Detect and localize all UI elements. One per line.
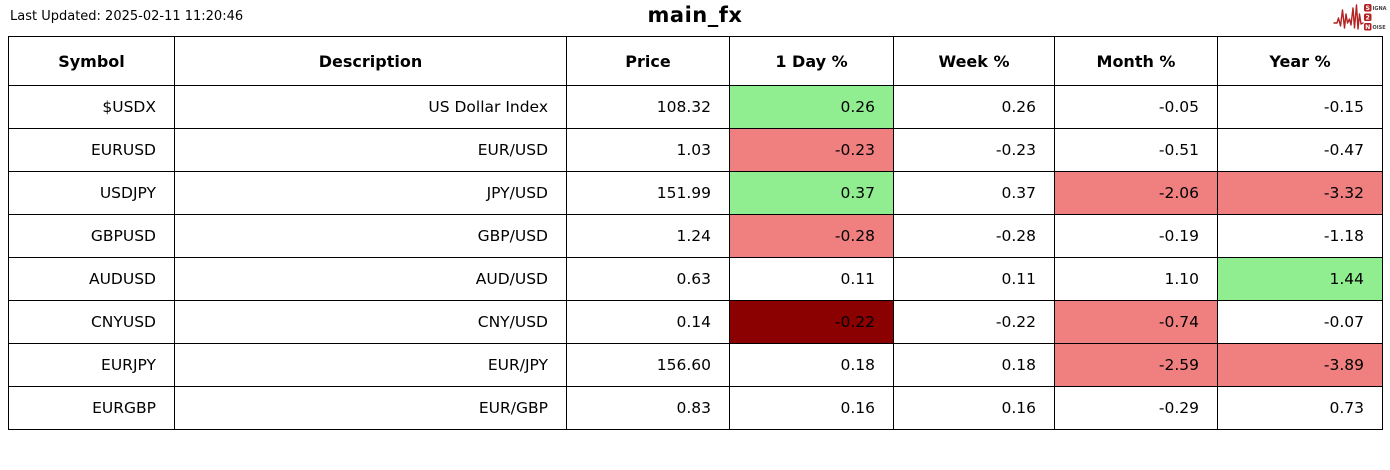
page-title: main_fx (647, 3, 743, 27)
week-pct-cell: -0.28 (893, 214, 1055, 258)
1-day-pct-cell: 0.16 (729, 386, 894, 430)
description-cell: EUR/GBP (174, 386, 567, 430)
symbol-cell: AUDUSD (8, 257, 175, 301)
1-day-pct-cell: -0.28 (729, 214, 894, 258)
1-day-pct-cell: -0.23 (729, 128, 894, 172)
table-row: CNYUSD CNY/USD 0.14 -0.22 -0.22 -0.74 -0.07 (8, 300, 1383, 344)
symbol-cell: $USDX (8, 85, 175, 129)
svg-text:OISE: OISE (1373, 25, 1387, 31)
price-cell: 1.24 (566, 214, 730, 258)
month-pct-cell: -0.74 (1054, 300, 1218, 344)
month-pct-cell: -2.59 (1054, 343, 1218, 387)
1-day-pct-cell: 0.37 (729, 171, 894, 215)
year-pct-cell: -3.32 (1217, 171, 1383, 215)
month-pct-cell: -0.19 (1054, 214, 1218, 258)
header-bar: Last Updated: 2025-02-11 11:20:46 main_f… (0, 0, 1390, 36)
symbol-cell: CNYUSD (8, 300, 175, 344)
svg-text:2: 2 (1366, 15, 1370, 22)
price-cell: 0.63 (566, 257, 730, 301)
week-pct-cell: 0.26 (893, 85, 1055, 129)
year-pct-cell: 0.73 (1217, 386, 1383, 430)
symbol-cell: GBPUSD (8, 214, 175, 258)
description-cell: JPY/USD (174, 171, 567, 215)
table-row: EURUSD EUR/USD 1.03 -0.23 -0.23 -0.51 -0.47 (8, 128, 1383, 172)
1-day-pct-cell: 0.26 (729, 85, 894, 129)
table-row: GBPUSD GBP/USD 1.24 -0.28 -0.28 -0.19 -1.18 (8, 214, 1383, 258)
price-cell: 156.60 (566, 343, 730, 387)
column-header-price: Price (566, 36, 730, 86)
table-row: EURGBP EUR/GBP 0.83 0.16 0.16 -0.29 0.73 (8, 386, 1383, 430)
1-day-pct-cell: -0.22 (729, 300, 894, 344)
column-header-week-pct: Week % (893, 36, 1055, 86)
price-cell: 108.32 (566, 85, 730, 129)
last-updated-label: Last Updated: 2025-02-11 11:20:46 (10, 9, 244, 24)
table-header-row: Symbol Description Price 1 Day % Week % Month… (8, 36, 1383, 86)
description-cell: US Dollar Index (174, 85, 567, 129)
month-pct-cell: -0.29 (1054, 386, 1218, 430)
year-pct-cell: -1.18 (1217, 214, 1383, 258)
description-cell: EUR/JPY (174, 343, 567, 387)
month-pct-cell: -2.06 (1054, 171, 1218, 215)
year-pct-cell: -0.07 (1217, 300, 1383, 344)
symbol-cell: EURUSD (8, 128, 175, 172)
svg-text:S: S (1365, 5, 1369, 12)
year-pct-cell: -3.89 (1217, 343, 1383, 387)
column-header-year-pct: Year % (1217, 36, 1383, 86)
column-header-symbol: Symbol (8, 36, 175, 86)
week-pct-cell: 0.37 (893, 171, 1055, 215)
table-row: AUDUSD AUD/USD 0.63 0.11 0.11 1.10 1.44 (8, 257, 1383, 301)
table-row: USDJPY JPY/USD 151.99 0.37 0.37 -2.06 -3.32 (8, 171, 1383, 215)
week-pct-cell: -0.23 (893, 128, 1055, 172)
week-pct-cell: 0.18 (893, 343, 1055, 387)
price-cell: 0.83 (566, 386, 730, 430)
signal2noise-logo: S IGNAL 2 N OISE (1333, 1, 1390, 35)
svg-text:N: N (1365, 24, 1370, 31)
1-day-pct-cell: 0.11 (729, 257, 894, 301)
description-cell: CNY/USD (174, 300, 567, 344)
column-header-description: Description (174, 36, 567, 86)
year-pct-cell: -0.47 (1217, 128, 1383, 172)
table-row: EURJPY EUR/JPY 156.60 0.18 0.18 -2.59 -3.89 (8, 343, 1383, 387)
year-pct-cell: -0.15 (1217, 85, 1383, 129)
month-pct-cell: -0.05 (1054, 85, 1218, 129)
fx-rates-table: Symbol Description Price 1 Day % Week % Month… (8, 36, 1383, 430)
1-day-pct-cell: 0.18 (729, 343, 894, 387)
symbol-cell: EURGBP (8, 386, 175, 430)
price-cell: 151.99 (566, 171, 730, 215)
description-cell: EUR/USD (174, 128, 567, 172)
svg-text:IGNAL: IGNAL (1373, 6, 1388, 12)
waveform-logo-icon: S IGNAL 2 N OISE (1333, 4, 1390, 31)
price-cell: 0.14 (566, 300, 730, 344)
week-pct-cell: 0.16 (893, 386, 1055, 430)
week-pct-cell: -0.22 (893, 300, 1055, 344)
symbol-cell: USDJPY (8, 171, 175, 215)
table-row: $USDX US Dollar Index 108.32 0.26 0.26 -0.05-… (8, 85, 1383, 129)
week-pct-cell: 0.11 (893, 257, 1055, 301)
month-pct-cell: -0.51 (1054, 128, 1218, 172)
column-header-month-pct: Month % (1054, 36, 1218, 86)
month-pct-cell: 1.10 (1054, 257, 1218, 301)
price-cell: 1.03 (566, 128, 730, 172)
year-pct-cell: 1.44 (1217, 257, 1383, 301)
description-cell: GBP/USD (174, 214, 567, 258)
description-cell: AUD/USD (174, 257, 567, 301)
column-header-1-day-pct: 1 Day % (729, 36, 894, 86)
symbol-cell: EURJPY (8, 343, 175, 387)
